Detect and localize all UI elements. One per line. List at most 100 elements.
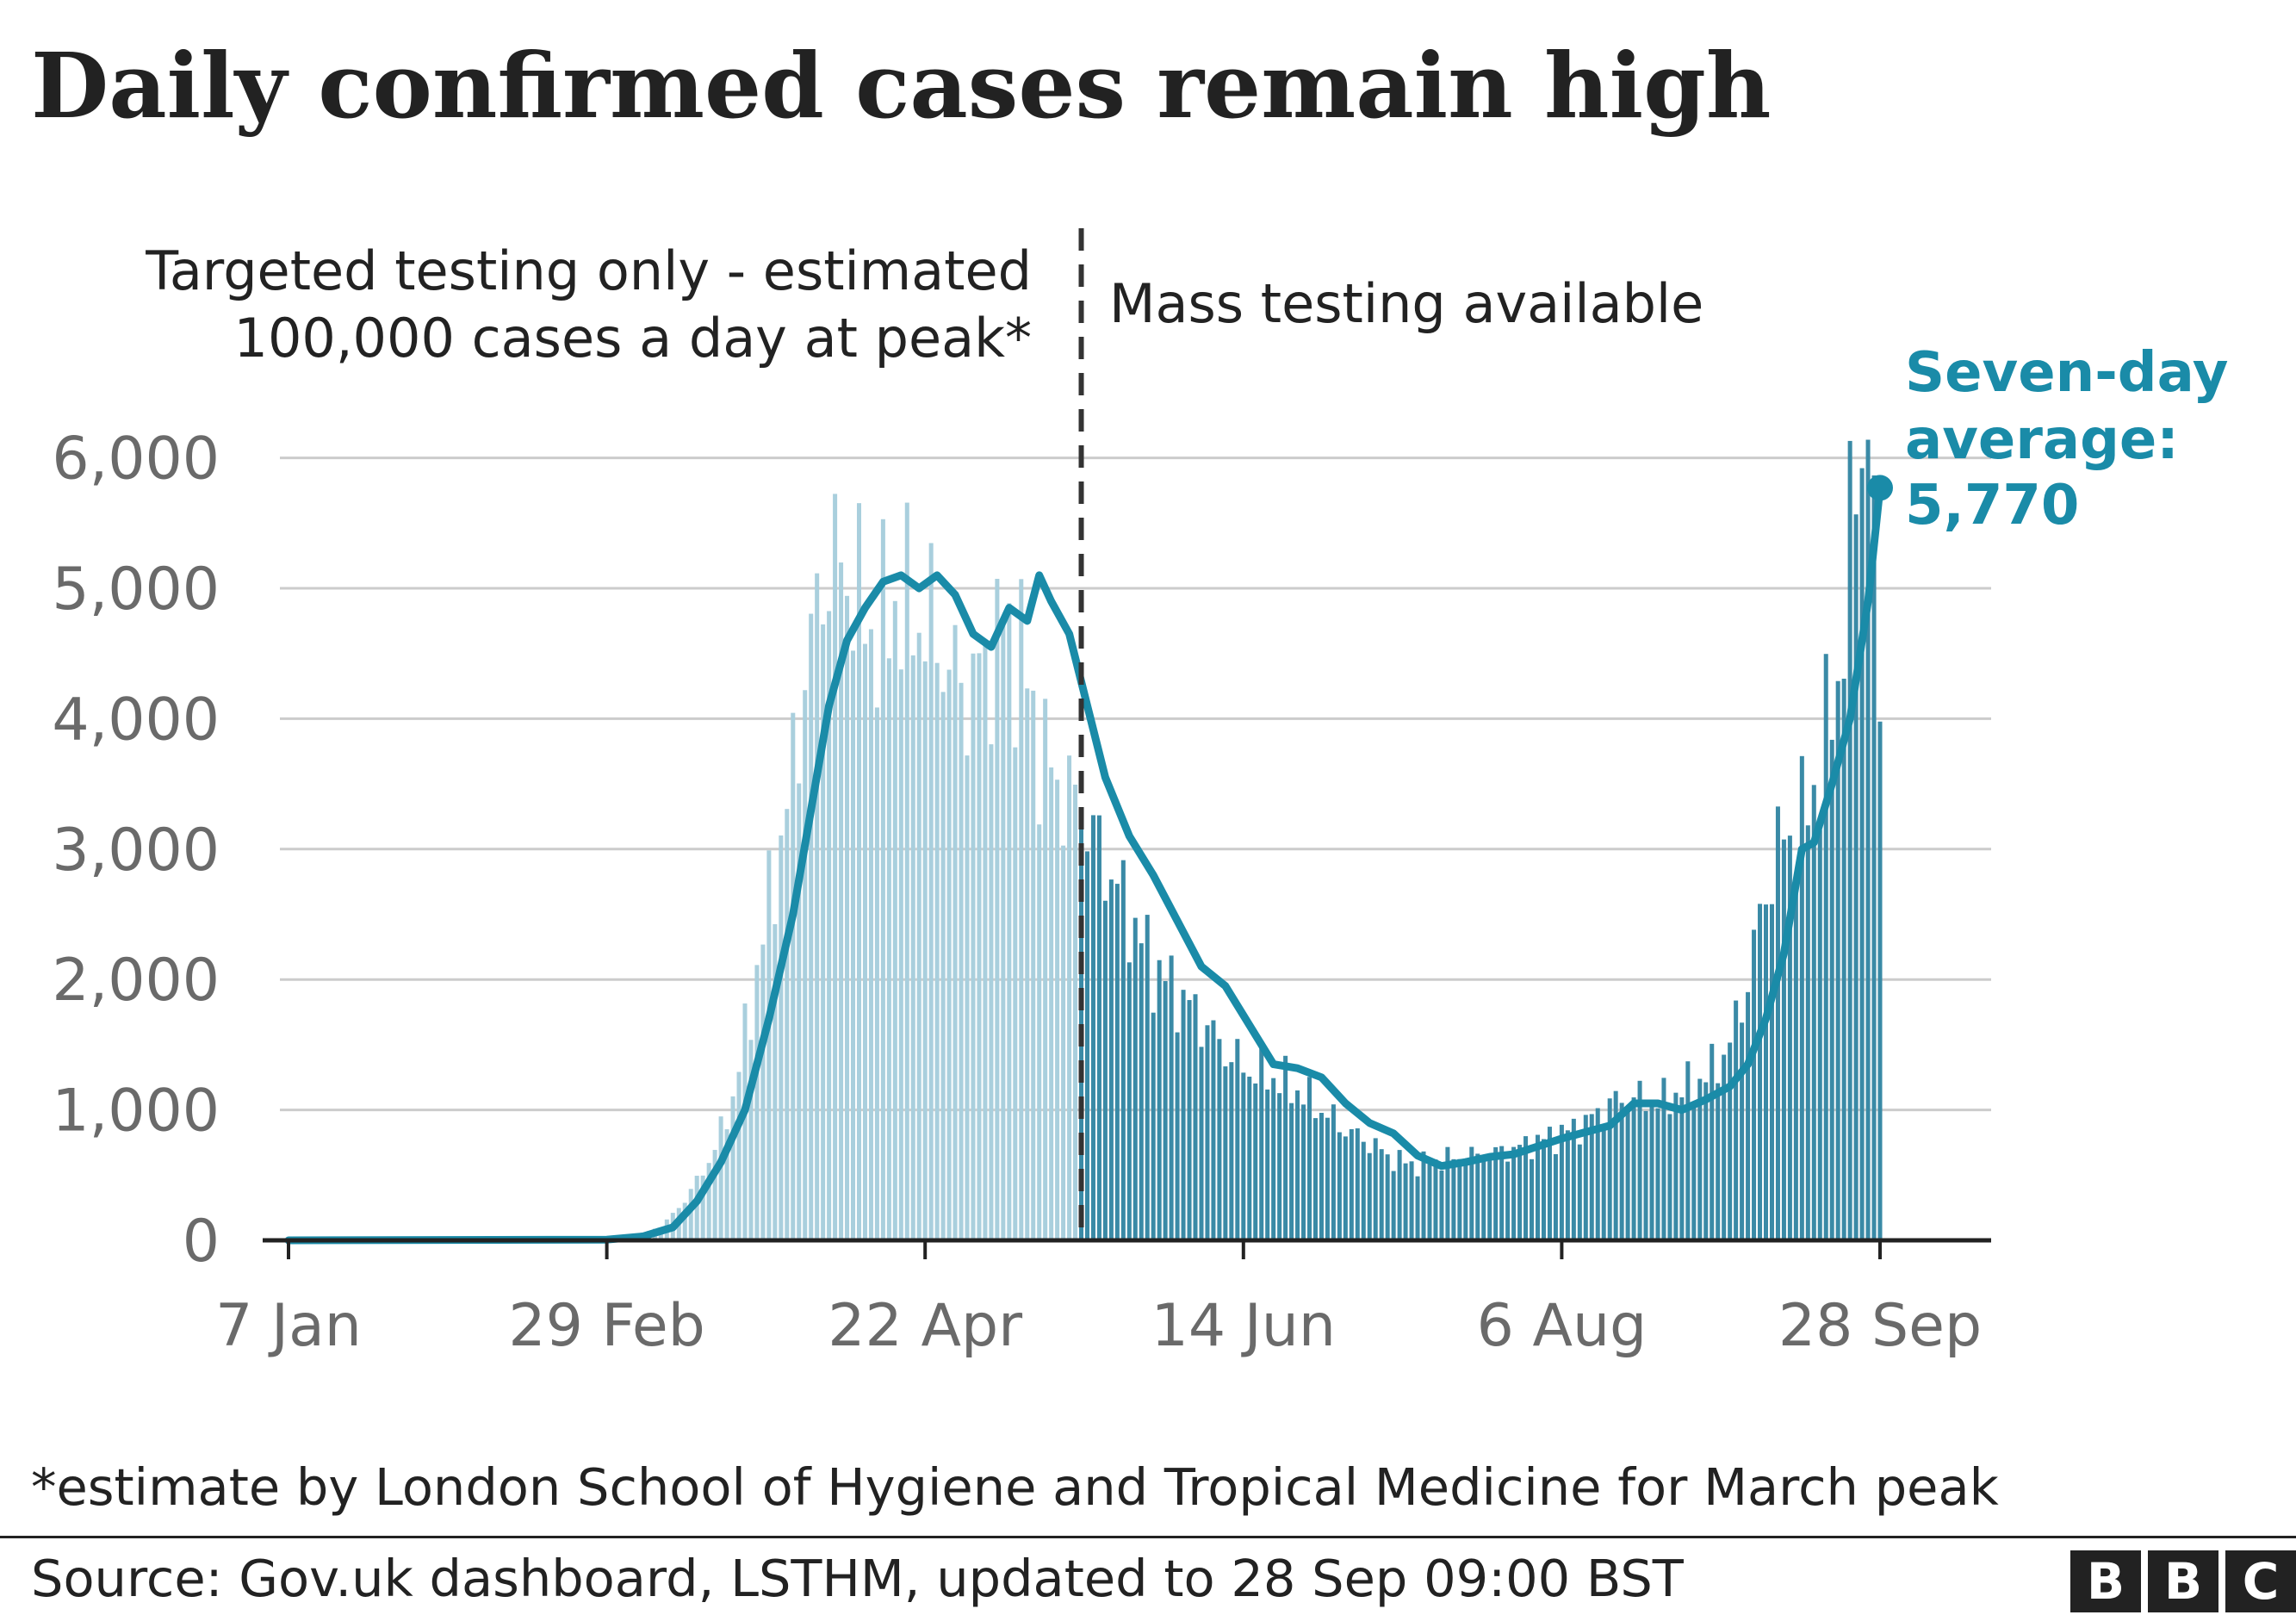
daily-bar — [1181, 990, 1186, 1240]
daily-bar — [730, 1096, 735, 1240]
average-label-line2: average: — [1905, 408, 2179, 472]
daily-bar — [916, 632, 922, 1240]
y-tick-label: 5,000 — [52, 556, 220, 624]
y-tick-label: 3,000 — [52, 817, 220, 885]
daily-bar — [1637, 1080, 1642, 1240]
daily-bar — [1090, 815, 1095, 1240]
daily-bar — [1589, 1114, 1594, 1240]
daily-bar — [1126, 962, 1132, 1240]
daily-bar — [1673, 1092, 1679, 1240]
daily-bar — [1163, 981, 1168, 1240]
daily-bar — [1703, 1082, 1709, 1240]
daily-bar — [688, 1189, 693, 1240]
bbc-logo-letter-c: C — [2225, 1550, 2296, 1612]
daily-bar — [1019, 579, 1024, 1240]
daily-bar — [1805, 825, 1810, 1240]
annotation-after: Mass testing available — [1109, 272, 1703, 335]
daily-bar — [779, 835, 784, 1240]
daily-bar — [1752, 929, 1757, 1240]
daily-bars — [340, 439, 1883, 1240]
daily-bar — [874, 707, 879, 1240]
daily-bar — [1758, 904, 1763, 1240]
daily-bar — [1841, 678, 1846, 1240]
daily-bar — [1157, 960, 1162, 1240]
daily-bar — [1511, 1146, 1517, 1240]
x-tick-label: 6 Aug — [1477, 1292, 1648, 1360]
daily-bar — [1685, 1061, 1691, 1240]
daily-bar — [1247, 1076, 1252, 1240]
daily-bar — [1211, 1020, 1216, 1240]
daily-bar — [1187, 1000, 1192, 1240]
daily-bar — [1049, 767, 1054, 1240]
daily-bar — [1728, 1042, 1733, 1240]
daily-bar — [892, 600, 897, 1240]
daily-bar — [1169, 955, 1174, 1240]
daily-bar — [1084, 851, 1089, 1240]
daily-bar — [1793, 877, 1798, 1240]
daily-bar — [1289, 1103, 1294, 1240]
daily-bar — [736, 1071, 742, 1240]
bbc-logo-letter-b2: B — [2148, 1550, 2218, 1612]
daily-bar — [1691, 1105, 1697, 1240]
daily-bar — [1445, 1146, 1450, 1240]
daily-bar — [904, 502, 909, 1240]
average-line-group — [284, 228, 1893, 1245]
daily-bar — [1067, 755, 1072, 1240]
daily-bar — [1421, 1151, 1426, 1240]
daily-bar — [959, 682, 964, 1240]
annotation-before-line2: 100,000 cases a day at peak* — [234, 307, 1033, 370]
daily-bar — [1601, 1124, 1606, 1240]
daily-bar — [1619, 1103, 1624, 1240]
daily-bar — [1253, 1083, 1258, 1240]
daily-bar — [1769, 904, 1774, 1240]
gridlines: 0 1,000 2,000 3,000 4,000 5,000 6,000 — [52, 425, 1991, 1276]
daily-bar — [886, 658, 891, 1240]
daily-bar — [1241, 1072, 1246, 1240]
daily-bar — [1541, 1139, 1546, 1240]
daily-bar — [851, 650, 856, 1240]
daily-bar — [1139, 943, 1144, 1240]
daily-bar — [1073, 784, 1078, 1240]
daily-bar — [833, 494, 838, 1240]
daily-bar — [1493, 1146, 1499, 1240]
daily-bar — [1547, 1127, 1552, 1240]
daily-bar — [1661, 1078, 1666, 1240]
y-tick-label: 4,000 — [52, 686, 220, 754]
daily-bar — [1403, 1163, 1408, 1240]
daily-bar — [1433, 1159, 1438, 1240]
daily-bar — [1301, 1104, 1306, 1240]
daily-bar — [682, 1202, 687, 1240]
x-axis: 7 Jan 29 Feb 22 Apr 14 Jun 6 Aug 28 Sep — [215, 1238, 1991, 1360]
daily-bar — [718, 1116, 723, 1240]
x-tick-label: 14 Jun — [1151, 1292, 1336, 1360]
daily-bar — [856, 503, 862, 1240]
daily-bar — [1823, 654, 1828, 1240]
y-tick-label: 1,000 — [52, 1078, 220, 1146]
daily-bar — [1325, 1117, 1330, 1240]
daily-bar — [1120, 860, 1126, 1240]
daily-bar — [995, 579, 1000, 1240]
daily-bar — [1385, 1154, 1390, 1240]
daily-bar — [928, 543, 934, 1240]
daily-bar — [1859, 468, 1865, 1240]
daily-bar — [1716, 1083, 1721, 1240]
daily-bar — [1655, 1108, 1660, 1240]
daily-bar — [1193, 994, 1198, 1240]
daily-bar — [791, 712, 796, 1240]
daily-bar — [983, 645, 988, 1240]
daily-bar — [1367, 1152, 1372, 1240]
daily-bar — [946, 669, 952, 1240]
daily-bar — [1306, 1077, 1312, 1240]
daily-bar — [1487, 1157, 1492, 1240]
daily-bar — [1259, 1047, 1264, 1240]
daily-bar — [910, 655, 915, 1240]
daily-bar — [1361, 1141, 1366, 1240]
daily-bar — [712, 1150, 717, 1240]
daily-bar — [1451, 1158, 1456, 1240]
daily-bar — [1349, 1128, 1354, 1240]
daily-bar — [1108, 879, 1114, 1240]
daily-bar — [1535, 1134, 1541, 1240]
daily-bar — [1379, 1149, 1384, 1240]
daily-bar — [724, 1129, 729, 1240]
daily-bar — [1817, 829, 1822, 1240]
